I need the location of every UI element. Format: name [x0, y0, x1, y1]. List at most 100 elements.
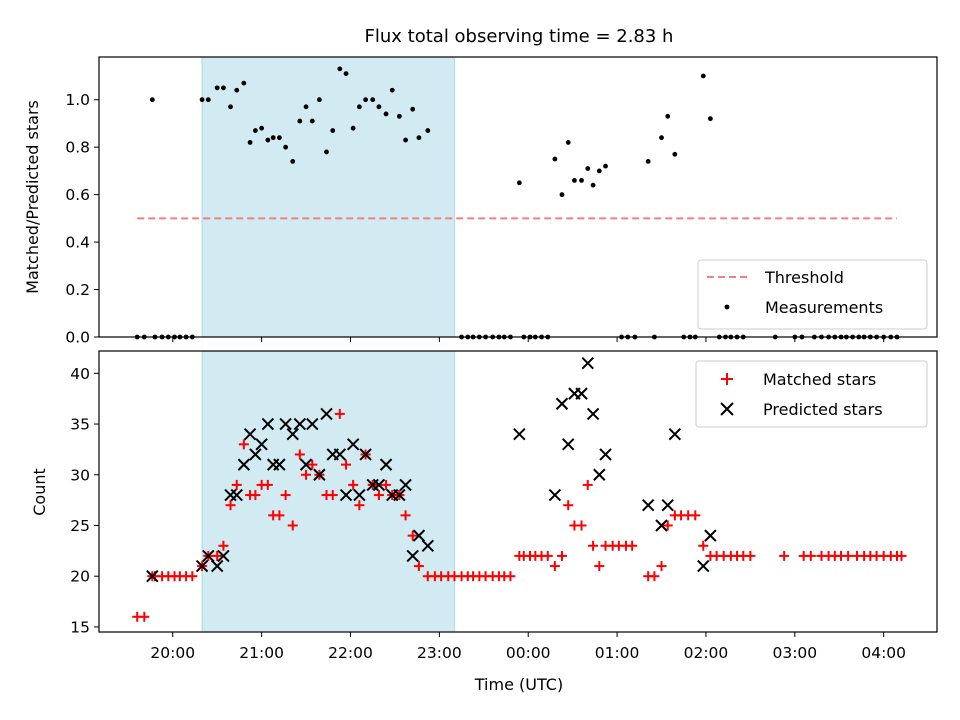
matched-stars-point — [301, 469, 312, 480]
measurements-point — [396, 113, 402, 119]
measurements-point — [603, 163, 608, 169]
measurements-point — [276, 135, 282, 141]
bottom-y-axis-label: Count — [30, 468, 49, 516]
measurements-point — [376, 104, 382, 110]
top-y-tick-label: 0.2 — [65, 281, 90, 299]
predicted-stars-point — [399, 478, 412, 492]
predicted-stars-point — [339, 488, 353, 502]
measurements-point — [559, 192, 565, 198]
matched-stars-point — [381, 479, 392, 490]
predicted-stars-point — [346, 438, 360, 451]
predicted-stars-point — [359, 448, 372, 461]
matched-stars-point — [341, 459, 352, 470]
measurements-point — [259, 125, 265, 131]
matched-stars-point — [690, 510, 701, 521]
measurements-point — [253, 128, 258, 133]
chart-title: Flux total observing time = 2.83 h — [365, 26, 674, 47]
bottom-y-tick-label: 20 — [70, 568, 90, 586]
predicted-stars-point — [406, 549, 419, 563]
matched-stars-point — [238, 439, 249, 450]
x-tick-label: 03:00 — [772, 644, 817, 662]
matched-stars-point — [576, 520, 587, 531]
predicted-stars-point — [555, 397, 569, 410]
predicted-stars-point — [655, 519, 668, 532]
x-tick-label: 20:00 — [150, 644, 195, 662]
matched-legend-swatch — [721, 373, 733, 385]
matched-stars-point — [698, 540, 709, 551]
measurements-point — [324, 149, 329, 155]
matched-stars-point — [212, 550, 223, 561]
measurements-point — [350, 125, 356, 131]
matched-legend-label: Matched stars — [763, 370, 876, 389]
predicted-stars-point — [249, 448, 262, 461]
predicted-stars-point — [661, 498, 674, 512]
matched-stars-point — [556, 550, 567, 561]
measurements-point — [234, 87, 240, 93]
matched-stars-point — [187, 571, 198, 582]
measurements-point — [410, 106, 416, 112]
predicted-stars-point — [237, 458, 251, 471]
predicted-stars-point — [202, 549, 215, 563]
predicted-stars-point — [293, 417, 307, 431]
measurements-point — [700, 73, 706, 79]
predicted-stars-point — [599, 448, 612, 461]
measurements-point — [416, 135, 422, 141]
predicted-stars-point — [146, 569, 159, 583]
measurements-point — [672, 151, 678, 157]
matched-stars-point — [563, 500, 574, 511]
bottom-y-tick-label: 30 — [70, 466, 90, 484]
predicted-stars-point — [353, 488, 366, 502]
measurements-point — [665, 113, 671, 119]
predicted-stars-point — [421, 539, 435, 552]
predicted-stars-point — [704, 529, 717, 542]
predicted-stars-point — [372, 478, 386, 492]
predicted-stars-point — [313, 468, 326, 481]
measurements-point — [290, 159, 296, 164]
measurements-point — [265, 137, 271, 143]
matched-stars-point — [334, 408, 345, 419]
predicted-legend-label: Predicted stars — [763, 400, 883, 419]
matched-stars-point — [225, 500, 236, 511]
measurements-point — [572, 177, 577, 183]
measurements-point — [659, 135, 664, 141]
matched-stars-point — [594, 561, 605, 572]
matched-stars-point — [505, 571, 516, 582]
measurements-point — [283, 144, 289, 150]
predicted-stars-point — [581, 356, 594, 370]
matched-stars-point — [662, 520, 673, 531]
matched-stars-point — [843, 550, 854, 561]
matched-stars-point — [745, 550, 756, 561]
measurements-point — [579, 177, 584, 183]
measurements-point — [241, 80, 247, 86]
predicted-stars-point — [513, 427, 526, 441]
top-y-tick-label: 0.4 — [65, 234, 90, 252]
measurements-point — [425, 128, 431, 133]
bottom-shaded-interval — [201, 350, 455, 633]
measurements-point — [370, 97, 376, 103]
measurements-point — [214, 85, 220, 91]
predicted-stars-point — [333, 448, 347, 461]
top-legend-box — [697, 259, 928, 330]
matched-stars-point — [139, 611, 150, 622]
measurements-point — [149, 97, 155, 103]
top-y-tick-label: 0.6 — [65, 186, 90, 204]
matched-stars-point — [400, 510, 411, 521]
top-legend: Threshold Measurements — [697, 259, 928, 330]
predicted-stars-point — [697, 559, 710, 573]
measurements-point — [247, 140, 253, 145]
measurements-point — [199, 97, 205, 103]
matched-stars-point — [407, 530, 418, 541]
measurements-point — [228, 104, 233, 110]
predicted-stars-point — [230, 488, 243, 502]
measurements-point — [309, 118, 315, 124]
predicted-stars-point — [217, 549, 230, 563]
threshold-legend-label: Threshold — [764, 268, 844, 287]
predicted-stars-point — [299, 458, 313, 471]
x-tick-label: 00:00 — [506, 644, 551, 662]
bottom-y-tick-label: 35 — [70, 416, 90, 434]
matched-stars-point — [262, 479, 273, 490]
top-panel: 0.0 0.2 0.4 0.6 0.8 1.0 Matched/Predicted sta… — [23, 56, 938, 347]
predicted-stars-point — [195, 559, 209, 573]
predicted-stars-point — [668, 427, 682, 441]
